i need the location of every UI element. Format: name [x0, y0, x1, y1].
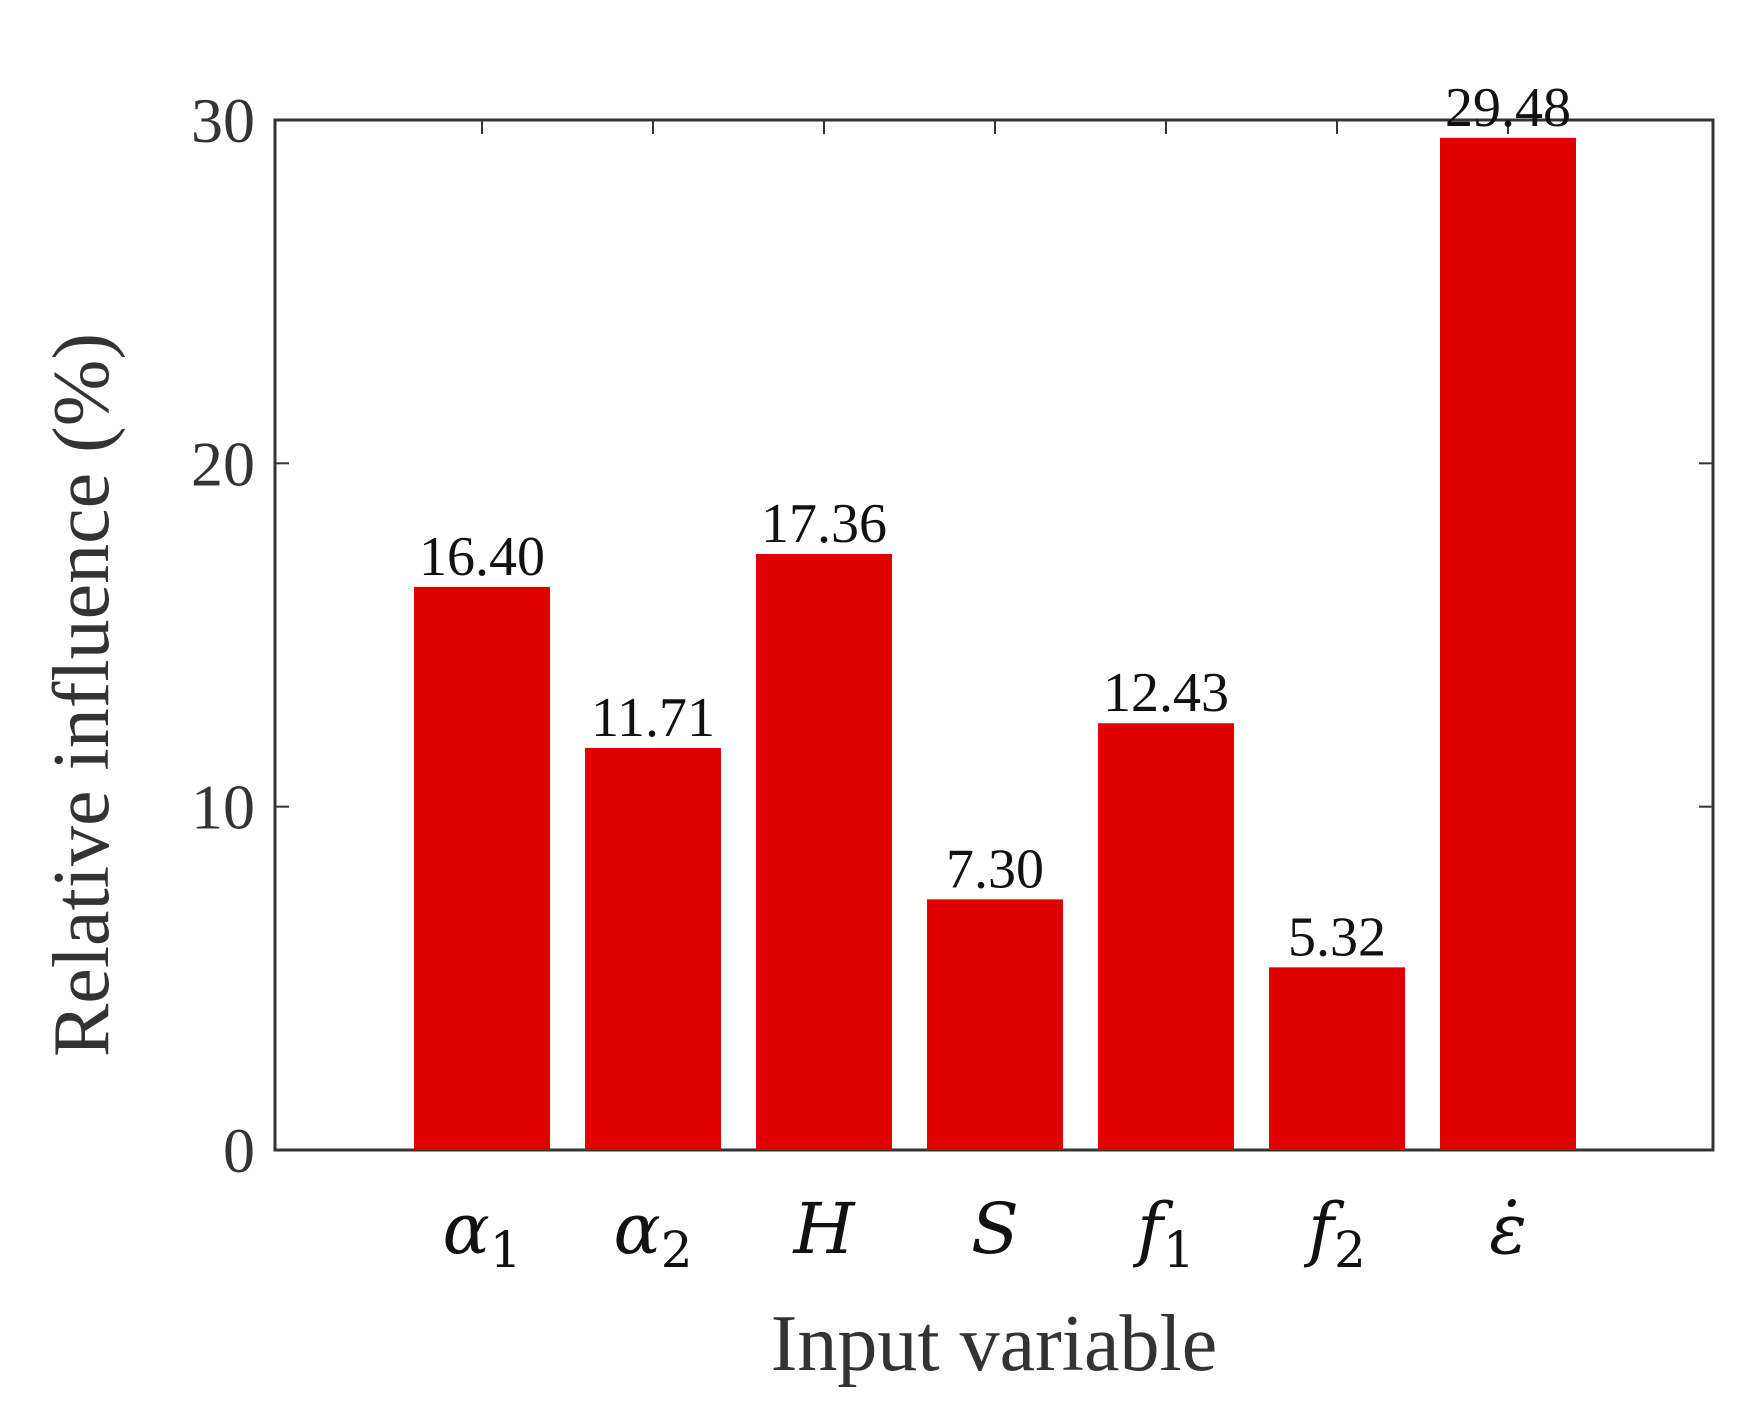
x-tick-label: ε̇ [1489, 1188, 1527, 1270]
y-axis-title: Relative influence (%) [38, 333, 126, 1057]
y-tick-label: 0 [223, 1115, 255, 1186]
bar [585, 747, 721, 1150]
y-tick-label: 20 [191, 428, 255, 499]
x-tick-label: α1 [442, 1188, 521, 1279]
x-tick-label: f2 [1303, 1188, 1366, 1279]
bar [756, 553, 892, 1150]
data-label: 29.48 [1445, 77, 1571, 139]
data-label: 12.43 [1103, 662, 1229, 724]
data-label: 5.32 [1288, 906, 1386, 968]
x-tick-label: S [971, 1188, 1019, 1270]
data-label: 17.36 [761, 493, 887, 555]
x-tick-label: f1 [1132, 1188, 1195, 1279]
data-label: 16.40 [419, 526, 545, 588]
bar [414, 586, 550, 1150]
data-label: 11.71 [591, 687, 715, 749]
y-tick-label: 10 [191, 772, 255, 843]
bar [927, 899, 1063, 1150]
bars [414, 137, 1576, 1150]
bar [1440, 137, 1576, 1150]
bar [1269, 967, 1405, 1150]
y-tick-label: 30 [191, 85, 255, 156]
x-tick-label: α2 [613, 1188, 692, 1279]
bar [1098, 723, 1234, 1150]
data-labels: 16.40 11.71 17.36 7.30 12.43 5.32 29.48 [419, 77, 1571, 968]
y-tick-labels: 0 10 20 30 [191, 85, 255, 1186]
data-label: 7.30 [946, 838, 1044, 900]
x-tick-label: H [791, 1188, 856, 1270]
x-axis-title: Input variable [771, 1300, 1217, 1388]
